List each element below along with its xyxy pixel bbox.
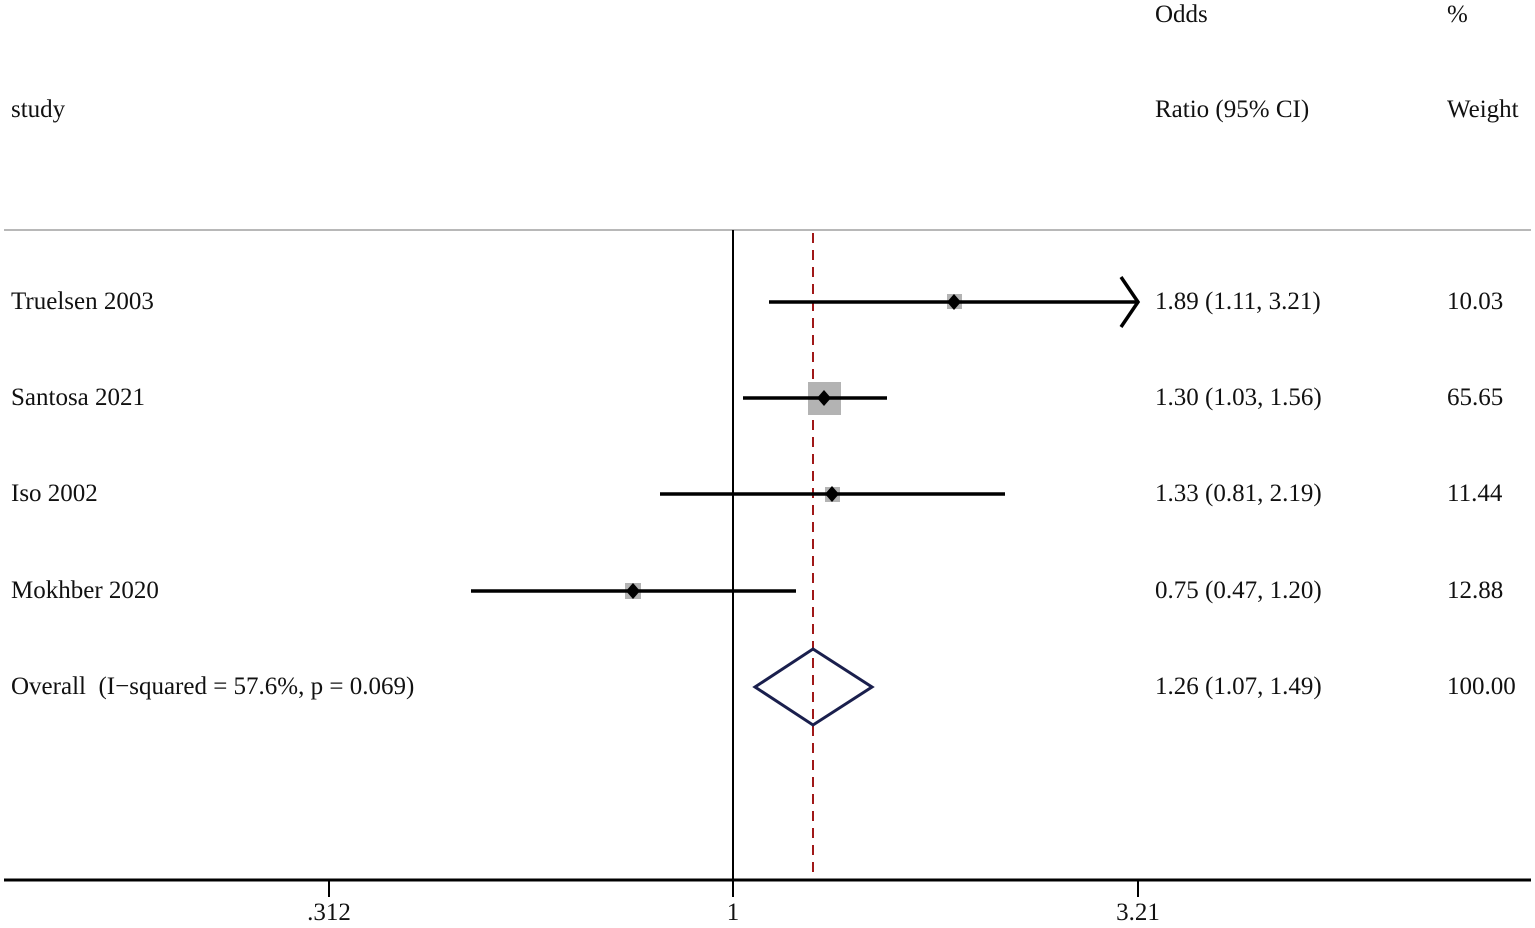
weight-value: 11.44 xyxy=(1447,480,1503,507)
weight-value: 10.03 xyxy=(1447,288,1504,315)
study-marker-truelsen-2003 xyxy=(769,276,1141,328)
point-estimate-diamond-icon xyxy=(626,583,640,599)
ci-truncation-arrow-icon xyxy=(1119,276,1141,328)
overall-weight-value: 100.00 xyxy=(1447,673,1516,700)
or-value: 0.75 (0.47, 1.20) xyxy=(1155,577,1322,604)
study-column-header: study xyxy=(11,96,66,123)
or-value: 1.89 (1.11, 3.21) xyxy=(1155,288,1321,315)
point-estimate-diamond-icon xyxy=(817,390,831,406)
weight-value: 65.65 xyxy=(1447,384,1504,411)
or-value: 1.33 (0.81, 2.19) xyxy=(1155,480,1322,507)
or-column-header-line1: Odds xyxy=(1155,1,1208,28)
study-marker-santosa-2021 xyxy=(743,382,887,415)
or-column-header-line2: Ratio (95% CI) xyxy=(1155,96,1310,123)
study-label: Iso 2002 xyxy=(11,480,98,507)
weight-column-header-line2: Weight xyxy=(1447,96,1519,123)
point-estimate-diamond-icon xyxy=(825,486,839,502)
study-label: Truelsen 2003 xyxy=(11,288,154,315)
point-estimate-diamond-icon xyxy=(947,294,961,310)
study-label: Santosa 2021 xyxy=(11,384,146,411)
overall-summary-diamond-icon xyxy=(752,647,875,727)
study-label: Mokhber 2020 xyxy=(11,577,159,604)
weight-column-header-line1: % xyxy=(1447,1,1468,28)
overall-or-value: 1.26 (1.07, 1.49) xyxy=(1155,673,1322,700)
or-value: 1.30 (1.03, 1.56) xyxy=(1155,384,1322,411)
weight-value: 12.88 xyxy=(1447,577,1504,604)
x-tick-label: 3.21 xyxy=(1116,899,1160,926)
overall-label: Overall (I−squared = 57.6%, p = 0.069) xyxy=(11,673,415,700)
x-tick-label: 1 xyxy=(726,899,740,926)
study-marker-mokhber-2020 xyxy=(471,583,796,599)
study-marker-iso-2002 xyxy=(660,486,1005,502)
x-tick-label: .312 xyxy=(307,899,351,926)
